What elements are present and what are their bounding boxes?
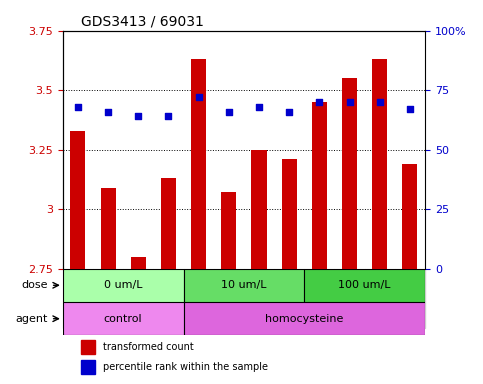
Bar: [123, 268, 154, 328]
FancyBboxPatch shape: [63, 302, 184, 336]
Bar: [342, 78, 357, 268]
Text: control: control: [104, 314, 142, 324]
Bar: [282, 159, 297, 268]
Bar: [131, 257, 146, 268]
Text: 10 um/L: 10 um/L: [221, 280, 267, 290]
Bar: [252, 150, 267, 268]
Text: GSM240535: GSM240535: [375, 271, 384, 317]
Text: 100 um/L: 100 um/L: [339, 280, 391, 290]
Bar: [93, 268, 123, 328]
Bar: [312, 102, 327, 268]
Bar: [191, 59, 206, 268]
Point: [315, 99, 323, 105]
Point: [406, 106, 414, 112]
Bar: [81, 339, 96, 354]
Bar: [161, 178, 176, 268]
Text: GSM240525: GSM240525: [73, 271, 83, 317]
FancyBboxPatch shape: [63, 268, 184, 302]
Bar: [63, 268, 93, 328]
Point: [195, 94, 202, 100]
Point: [104, 109, 112, 115]
Point: [225, 109, 233, 115]
Point: [285, 109, 293, 115]
Bar: [71, 131, 85, 268]
Text: GSM240531: GSM240531: [255, 271, 264, 317]
Text: 0 um/L: 0 um/L: [104, 280, 142, 290]
Text: GSM240532: GSM240532: [284, 271, 294, 317]
Text: GSM240528: GSM240528: [164, 271, 173, 317]
Bar: [365, 268, 395, 328]
Text: GDS3413 / 69031: GDS3413 / 69031: [81, 14, 204, 28]
Point: [165, 113, 172, 119]
Bar: [334, 268, 365, 328]
FancyBboxPatch shape: [184, 302, 425, 336]
Text: percentile rank within the sample: percentile rank within the sample: [103, 362, 268, 372]
Bar: [154, 268, 184, 328]
Text: GSM240533: GSM240533: [315, 271, 324, 317]
Text: GSM240530: GSM240530: [224, 271, 233, 317]
Text: transformed count: transformed count: [103, 342, 193, 352]
Bar: [81, 360, 96, 374]
Text: GSM240848: GSM240848: [405, 271, 414, 317]
Bar: [213, 268, 244, 328]
FancyBboxPatch shape: [304, 268, 425, 302]
Bar: [100, 188, 115, 268]
Point: [376, 99, 384, 105]
Bar: [402, 164, 417, 268]
Point: [74, 104, 82, 110]
Text: dose: dose: [21, 280, 48, 290]
Point: [134, 113, 142, 119]
Bar: [221, 192, 236, 268]
Bar: [244, 268, 274, 328]
Bar: [372, 59, 387, 268]
Bar: [395, 268, 425, 328]
Text: GSM240529: GSM240529: [194, 271, 203, 317]
Bar: [304, 268, 334, 328]
FancyBboxPatch shape: [184, 268, 304, 302]
Bar: [274, 268, 304, 328]
Point: [255, 104, 263, 110]
Text: GSM240534: GSM240534: [345, 271, 354, 317]
Text: homocysteine: homocysteine: [265, 314, 343, 324]
Bar: [184, 268, 213, 328]
Text: GSM240526: GSM240526: [103, 271, 113, 317]
Text: agent: agent: [15, 314, 48, 324]
Text: GSM240527: GSM240527: [134, 271, 143, 317]
Point: [346, 99, 354, 105]
